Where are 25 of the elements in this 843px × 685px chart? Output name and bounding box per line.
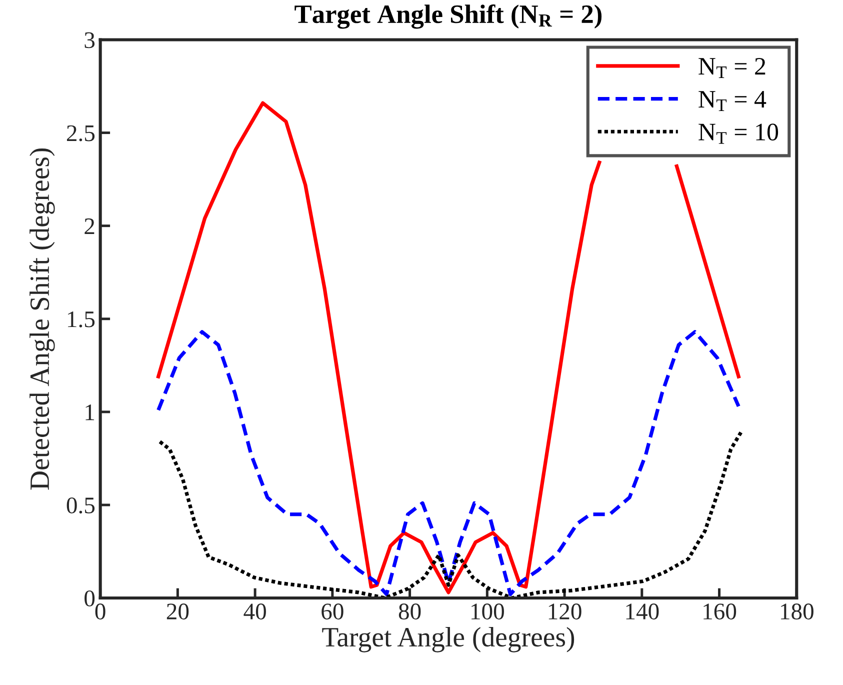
y-tick-label: 3	[84, 32, 95, 48]
x-tick-label: 20	[166, 604, 189, 620]
y-tick-label: 2	[84, 218, 94, 234]
x-tick-label: 40	[244, 604, 266, 620]
y-tick-label: 0	[84, 590, 95, 606]
x-tick-label: 120	[548, 604, 582, 620]
y-tick-label: 1	[86, 404, 94, 420]
y-tick-label: 1.5	[68, 311, 95, 328]
line-series	[156, 330, 740, 596]
x-tick-label: 180	[781, 604, 814, 620]
y-tick-label: 2.5	[66, 125, 95, 142]
x-tick-label: 100	[472, 604, 504, 620]
legend-label: N$_{T}$ = 2	[698, 58, 766, 78]
x-tick-label: 160	[704, 604, 736, 620]
x-tick-label: 0	[95, 604, 106, 620]
y-tick-label: 0.5	[66, 497, 95, 514]
chart-title: Target Angle Shift (N$_{R}$ = 2)	[294, 4, 602, 29]
legend-label: N$_{T}$ = 10	[698, 124, 778, 144]
x-axis-title: Target Angle (degrees)	[322, 627, 574, 652]
line-series	[158, 430, 743, 598]
x-tick-label: 80	[398, 604, 421, 620]
x-tick-label: 60	[322, 604, 344, 620]
legend-label: N$_{T}$ = 4	[698, 91, 766, 111]
x-tick-label: 140	[626, 604, 659, 620]
y-axis-title: Detected Angle Shift (degrees)	[29, 148, 55, 490]
